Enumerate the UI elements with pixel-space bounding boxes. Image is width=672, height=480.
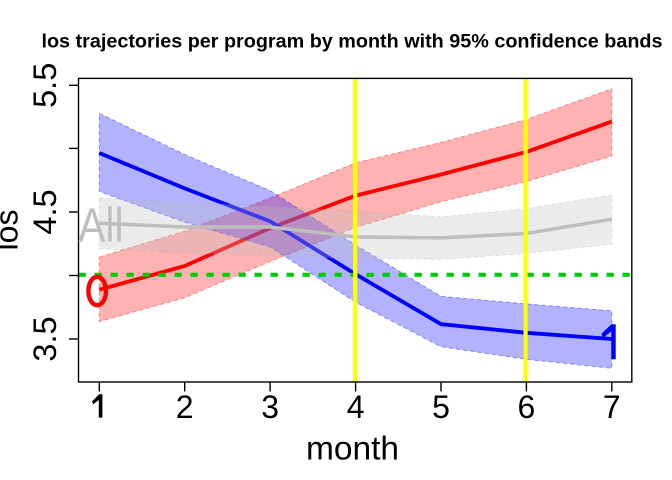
svg-text:All: All [78,199,123,252]
svg-text:4.5: 4.5 [27,189,63,234]
svg-text:7: 7 [603,389,621,425]
svg-text:4: 4 [347,389,365,425]
svg-text:5.5: 5.5 [27,63,63,108]
svg-text:5: 5 [432,389,450,425]
svg-text:6: 6 [518,389,536,425]
svg-text:3: 3 [261,389,279,425]
svg-text:los trajectories per program b: los trajectories per program by month wi… [41,31,662,53]
svg-text:month: month [306,431,399,468]
svg-text:2: 2 [176,389,194,425]
svg-text:3.5: 3.5 [27,316,63,361]
svg-text:los: los [0,210,25,251]
